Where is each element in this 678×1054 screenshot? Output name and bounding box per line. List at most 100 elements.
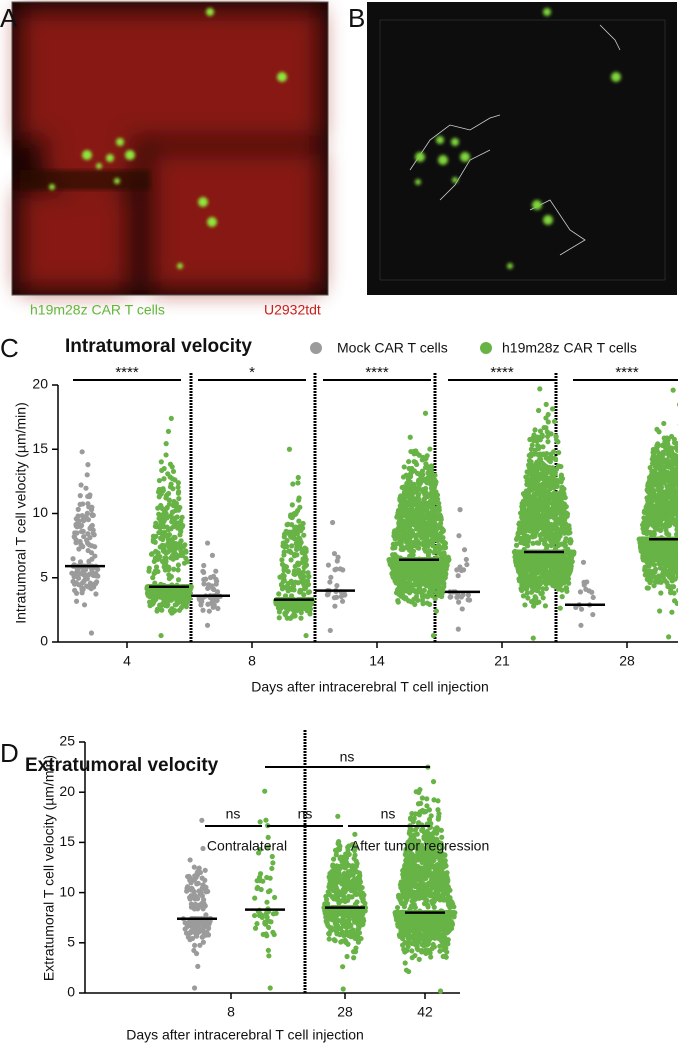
cell-dot (658, 590, 663, 595)
cell-dot (150, 575, 155, 580)
cell-dot (74, 599, 79, 604)
cell-dot (82, 602, 87, 607)
cell-dot (290, 481, 295, 486)
cell-dot (182, 542, 187, 547)
cell-dot (421, 455, 426, 460)
cell-dot (544, 524, 549, 529)
cell-dot (403, 545, 408, 550)
cell-dot (578, 623, 583, 628)
cell-dot (514, 558, 519, 563)
cell-dot (550, 536, 555, 541)
cell-dot (399, 547, 404, 552)
cell-dot (175, 485, 180, 490)
cell-dot (544, 402, 549, 407)
cell-dot (525, 498, 530, 503)
cell-dot (166, 429, 171, 434)
cell-dot (549, 579, 554, 584)
cell-dot (178, 519, 183, 524)
cell-dot (164, 511, 169, 516)
cell-dot (158, 633, 163, 638)
cell-dot (332, 595, 337, 600)
cell-dot (415, 543, 420, 548)
cell-dot (540, 434, 545, 439)
cell-dot (160, 506, 165, 511)
cell-dot (186, 596, 191, 601)
cell-dot (438, 517, 443, 522)
cell-dot (534, 505, 539, 510)
cell-dot (79, 523, 84, 528)
cell-dot (290, 529, 295, 534)
cell-dot (558, 576, 563, 581)
cell-dot (70, 556, 75, 561)
cell-dot (418, 582, 423, 587)
cell-dot (402, 464, 407, 469)
cell-dot (206, 582, 211, 587)
cell-dot (285, 583, 290, 588)
cell-dot (161, 596, 166, 601)
cell-dot (559, 587, 564, 592)
cell-dot (554, 467, 559, 472)
cell-dot (437, 512, 442, 517)
cell-dot (170, 476, 175, 481)
cell-dot (401, 474, 406, 479)
cell-dot (552, 584, 557, 589)
cell-dot (408, 543, 413, 548)
cell-dot (407, 512, 412, 517)
cell-dot (173, 508, 178, 513)
cell-dot (532, 510, 537, 515)
cell-dot (515, 535, 520, 540)
cell-dot (552, 555, 557, 560)
cell-swarm (69, 449, 100, 635)
cell-dot (298, 616, 303, 621)
cell-dot (84, 576, 89, 581)
cell-dot (544, 545, 549, 550)
cell-dot (533, 559, 538, 564)
cell-dot (76, 576, 81, 581)
cell-dot (535, 452, 540, 457)
cell-dot (398, 494, 403, 499)
cell-dot (432, 573, 437, 578)
cell-dot (147, 566, 152, 571)
cell-dot (456, 600, 461, 605)
cell-dot (296, 498, 301, 503)
figure-label: D (0, 738, 19, 768)
cell-dot (526, 480, 531, 485)
cell-dot (80, 544, 85, 549)
cell-dot (429, 466, 434, 471)
cell-dot (430, 543, 435, 548)
cell-dot (80, 449, 85, 454)
cell-dot (87, 542, 92, 547)
cell-dot (563, 536, 568, 541)
cell-dot (176, 600, 181, 605)
cell-dot (288, 557, 293, 562)
cell-dot (424, 536, 429, 541)
cell-dot (80, 501, 85, 506)
cell-dot (540, 444, 545, 449)
cell-dot (540, 471, 545, 476)
cell-dot (525, 511, 530, 516)
cell-dot (441, 564, 446, 569)
cell-dot (400, 525, 405, 530)
cell-dot (528, 576, 533, 581)
cell-dot (284, 529, 289, 534)
cell-dot (534, 501, 539, 506)
cell-dot (154, 594, 159, 599)
cell-dot (151, 534, 156, 539)
cell-dot (562, 568, 567, 573)
cell-dot (91, 573, 96, 578)
cell-dot (523, 520, 528, 525)
cell-dot (408, 435, 413, 440)
cell-dot (559, 520, 564, 525)
cell-dot (427, 602, 432, 607)
cell-dot (430, 579, 435, 584)
cell-dot (176, 489, 181, 494)
cell-dot (201, 563, 206, 568)
cell-dot (205, 623, 210, 628)
image-caption: h19m28z CAR T cells (30, 302, 165, 318)
y-tick-label: 20 (32, 376, 48, 392)
cell-dot (544, 479, 549, 484)
cell-dot (590, 612, 595, 617)
cell-dot (296, 568, 301, 573)
cell-dot (396, 599, 401, 604)
